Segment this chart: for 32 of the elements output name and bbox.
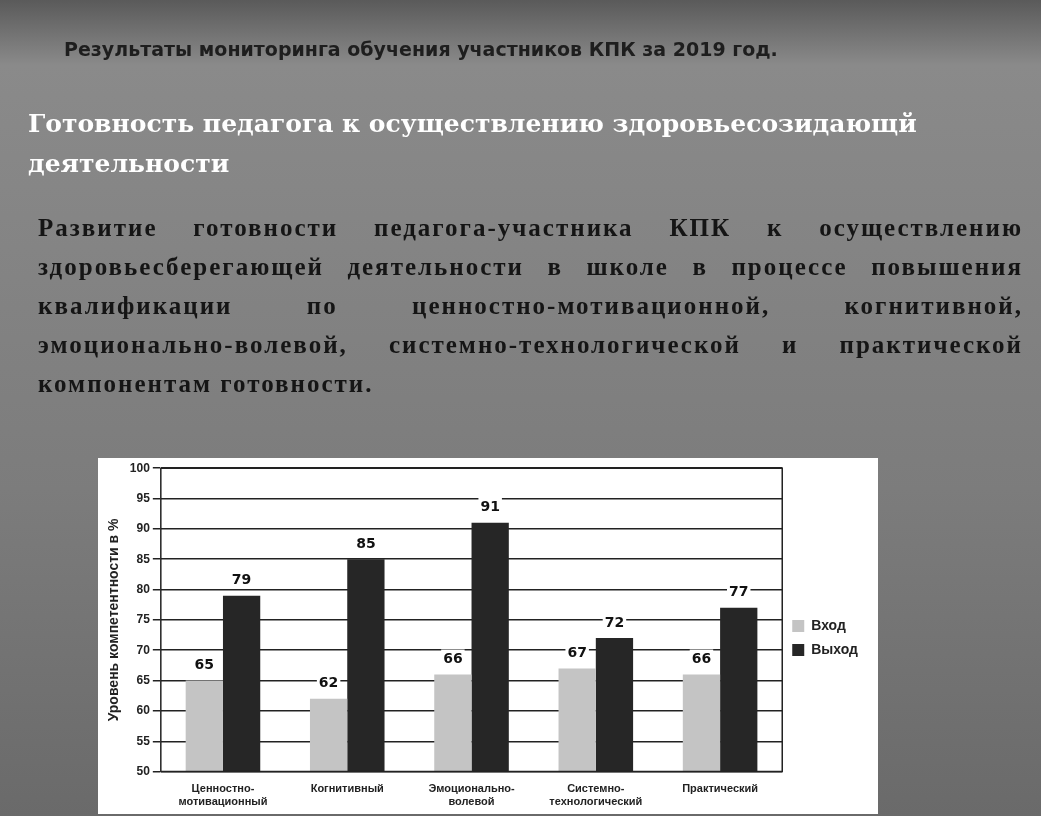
y-tick-label: 60 [136,703,151,718]
legend-label: Вход [811,616,846,633]
x-tick-label: Ценностно-мотивационный [178,782,268,808]
text: Развитие готовности педагога-участника КПК к осуществлению здоровьесберегающей деятельности в школе в процессе повышения квалификации по ценностно-мотивационной, когнитивной, эмоционально-волевой, системно-технологической и практической компонентам готовности. [38,213,1023,399]
legend-label: Выход [811,640,859,657]
data-label: 72 [604,613,625,630]
data-label: 66 [443,650,463,667]
y-tick-label: 95 [136,490,151,505]
x-tick-label: Системно-технологический [549,782,643,808]
data-label: 65 [194,656,215,673]
data-label: 62 [318,674,339,691]
data-label: 85 [356,534,376,551]
chart-subtitle: Готовность педагога к осуществлению здоровьесозидающй деятельности [28,108,918,180]
y-axis-title: Уровень компетентности в % [105,517,122,722]
y-tick-label: 65 [136,672,151,687]
y-tick-label: 50 [136,763,151,778]
data-label: 66 [691,650,712,667]
y-tick-label: 75 [136,612,151,627]
data-label: 91 [480,498,500,515]
data-label: 79 [231,571,252,588]
x-tick-label: Когнитивный [310,782,384,795]
y-tick-label: 90 [136,521,151,536]
y-tick-label: 80 [136,581,151,596]
chart-title: Результаты мониторинга обучения участников КПК за 2019 год. [64,38,778,60]
data-label: 77 [729,583,749,600]
data-label: 67 [567,644,587,661]
x-tick-label: Практический [682,782,759,795]
y-tick-label: 55 [136,733,151,748]
y-tick-label: 100 [129,460,151,475]
y-tick-label: 85 [136,551,151,566]
x-tick-label: Эмоционально-волевой [428,782,516,808]
y-tick-label: 70 [136,642,151,657]
